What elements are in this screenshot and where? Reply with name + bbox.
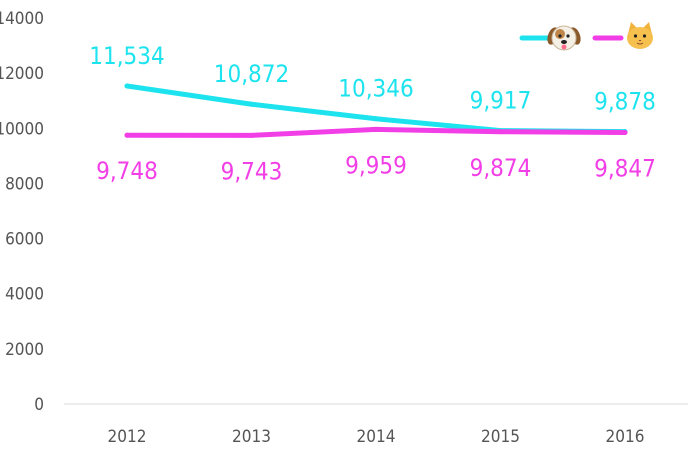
- data-labels: 11,534 10,872 10,346 9,917 9,878 9,748 9,743 9,…: [89, 42, 656, 185]
- x-tick-label: 2016: [606, 427, 645, 447]
- data-point: [373, 126, 379, 132]
- data-label: 9,874: [470, 154, 532, 182]
- data-point: [249, 132, 254, 138]
- data-point: [249, 101, 254, 107]
- cat-face-icon: [627, 22, 653, 49]
- y-tick-label: 0: [34, 395, 44, 415]
- data-point: [124, 132, 130, 138]
- dog-face-icon: [547, 25, 581, 51]
- data-label: 9,959: [345, 151, 407, 179]
- data-label: 9,748: [96, 157, 158, 185]
- x-tick-label: 2014: [357, 427, 396, 447]
- data-label: 9,878: [594, 88, 656, 116]
- legend-item: [519, 25, 581, 51]
- y-tick-label: 4000: [5, 285, 44, 305]
- axes: 0 2000 4000 6000 8000 10000 12000 14000 2012 2013…: [0, 9, 688, 447]
- x-tick-label: 2015: [481, 427, 520, 447]
- data-label: 11,534: [89, 42, 165, 70]
- y-tick-label: 10000: [0, 119, 44, 139]
- y-tick-label: 8000: [5, 174, 44, 194]
- x-tick-label: 2013: [232, 427, 271, 447]
- data-point: [622, 130, 628, 136]
- legend: [519, 22, 653, 51]
- y-tick-label: 2000: [5, 340, 44, 360]
- data-label: 9,917: [470, 87, 532, 115]
- x-tick-label: 2012: [108, 427, 147, 447]
- legend-item: [592, 22, 653, 49]
- data-label: 9,743: [221, 157, 283, 185]
- data-point: [373, 116, 379, 122]
- y-tick-label: 12000: [0, 64, 44, 84]
- data-point: [124, 83, 130, 89]
- data-label: 9,847: [594, 155, 656, 183]
- series-group: [124, 83, 628, 138]
- data-label: 10,872: [214, 60, 290, 88]
- data-point: [498, 129, 503, 135]
- y-tick-label: 6000: [5, 230, 44, 250]
- y-tick-label: 14000: [0, 9, 44, 29]
- data-label: 10,346: [338, 75, 414, 103]
